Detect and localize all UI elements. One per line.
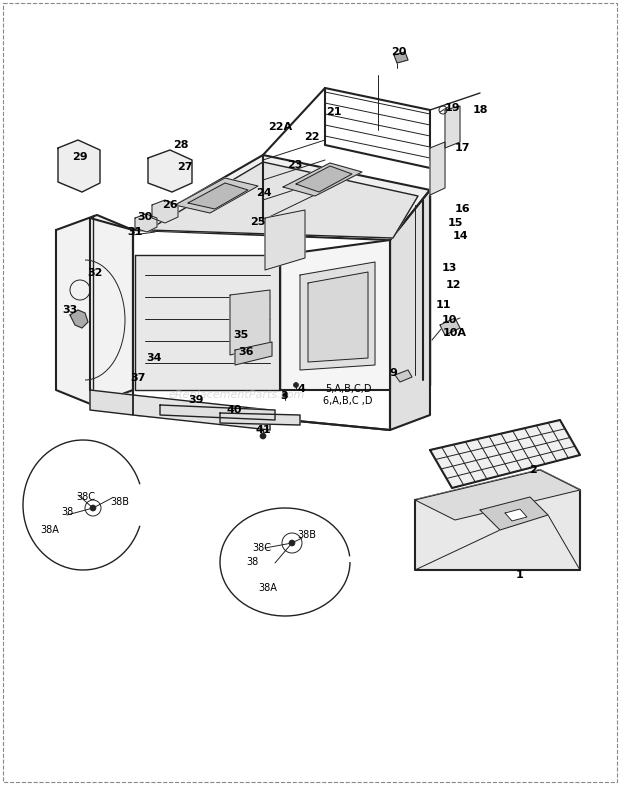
- Text: 25: 25: [250, 217, 266, 227]
- Text: 38B: 38B: [298, 530, 316, 540]
- Text: 32: 32: [87, 268, 103, 278]
- Polygon shape: [430, 142, 445, 195]
- Circle shape: [260, 433, 266, 439]
- Polygon shape: [220, 413, 300, 425]
- Text: 11: 11: [435, 300, 451, 310]
- Text: 35: 35: [233, 330, 249, 340]
- Text: 41: 41: [255, 425, 271, 435]
- Polygon shape: [300, 262, 375, 370]
- Text: 28: 28: [173, 140, 188, 150]
- Polygon shape: [235, 342, 272, 365]
- Text: 10A: 10A: [443, 328, 467, 338]
- Text: 38B: 38B: [110, 497, 130, 507]
- Polygon shape: [133, 395, 270, 430]
- Polygon shape: [90, 390, 133, 415]
- Polygon shape: [135, 214, 157, 232]
- Text: 40: 40: [226, 405, 242, 415]
- Text: 36: 36: [238, 347, 254, 357]
- Text: 27: 27: [177, 162, 193, 172]
- Text: 19: 19: [444, 103, 460, 113]
- Text: 10: 10: [441, 315, 457, 325]
- Circle shape: [283, 392, 288, 397]
- Polygon shape: [265, 210, 305, 270]
- Polygon shape: [280, 240, 390, 390]
- Text: 12: 12: [445, 280, 461, 290]
- Text: 38C: 38C: [252, 543, 272, 553]
- Circle shape: [289, 540, 295, 546]
- Text: 38: 38: [246, 557, 258, 567]
- Text: 16: 16: [454, 204, 470, 214]
- Polygon shape: [148, 162, 418, 238]
- Text: 1: 1: [516, 570, 524, 580]
- Text: 37: 37: [130, 373, 146, 383]
- Text: 18: 18: [472, 105, 488, 115]
- Polygon shape: [135, 255, 280, 390]
- Text: 30: 30: [138, 212, 153, 222]
- Text: 24: 24: [256, 188, 272, 198]
- Polygon shape: [395, 370, 412, 382]
- Text: 38C: 38C: [76, 492, 95, 502]
- Text: 9: 9: [389, 368, 397, 378]
- Text: 15: 15: [447, 218, 463, 228]
- Text: eReplacementParts.com: eReplacementParts.com: [169, 390, 305, 400]
- Text: 39: 39: [188, 395, 204, 405]
- Polygon shape: [230, 290, 270, 355]
- Circle shape: [90, 505, 96, 511]
- Polygon shape: [505, 509, 527, 521]
- Text: 21: 21: [326, 107, 342, 117]
- Polygon shape: [445, 106, 460, 148]
- Text: 22A: 22A: [268, 122, 292, 132]
- Polygon shape: [308, 272, 368, 362]
- Polygon shape: [148, 150, 192, 192]
- Text: 5,A,B,C,D: 5,A,B,C,D: [325, 384, 371, 394]
- Polygon shape: [394, 52, 408, 63]
- Polygon shape: [175, 178, 258, 213]
- Polygon shape: [480, 497, 548, 530]
- Polygon shape: [296, 166, 352, 192]
- Polygon shape: [430, 420, 580, 488]
- Text: 20: 20: [391, 47, 407, 57]
- Text: 3: 3: [280, 391, 288, 401]
- Text: 2: 2: [529, 465, 537, 475]
- Text: 26: 26: [162, 200, 178, 210]
- Text: 38A: 38A: [40, 525, 60, 535]
- Text: 38A: 38A: [259, 583, 277, 593]
- Polygon shape: [415, 470, 580, 520]
- Text: 6,A,B,C ,D: 6,A,B,C ,D: [323, 396, 373, 406]
- Text: 23: 23: [287, 160, 303, 170]
- Text: 33: 33: [63, 305, 78, 315]
- Text: 14: 14: [452, 231, 468, 241]
- Text: 38: 38: [61, 507, 73, 517]
- Circle shape: [293, 382, 298, 388]
- Text: 13: 13: [441, 263, 457, 273]
- Text: 31: 31: [127, 227, 143, 237]
- Polygon shape: [283, 163, 362, 196]
- Polygon shape: [58, 140, 100, 192]
- Text: 22: 22: [304, 132, 320, 142]
- Text: 17: 17: [454, 143, 470, 153]
- Polygon shape: [152, 200, 178, 223]
- Polygon shape: [188, 183, 248, 209]
- Text: 29: 29: [72, 152, 88, 162]
- Polygon shape: [133, 155, 430, 240]
- Polygon shape: [415, 470, 580, 570]
- Text: 4: 4: [297, 384, 305, 394]
- Polygon shape: [440, 318, 460, 335]
- Polygon shape: [70, 310, 88, 328]
- Polygon shape: [160, 405, 275, 420]
- Polygon shape: [390, 190, 430, 430]
- Polygon shape: [56, 215, 133, 405]
- Polygon shape: [90, 218, 133, 405]
- Text: 34: 34: [146, 353, 162, 363]
